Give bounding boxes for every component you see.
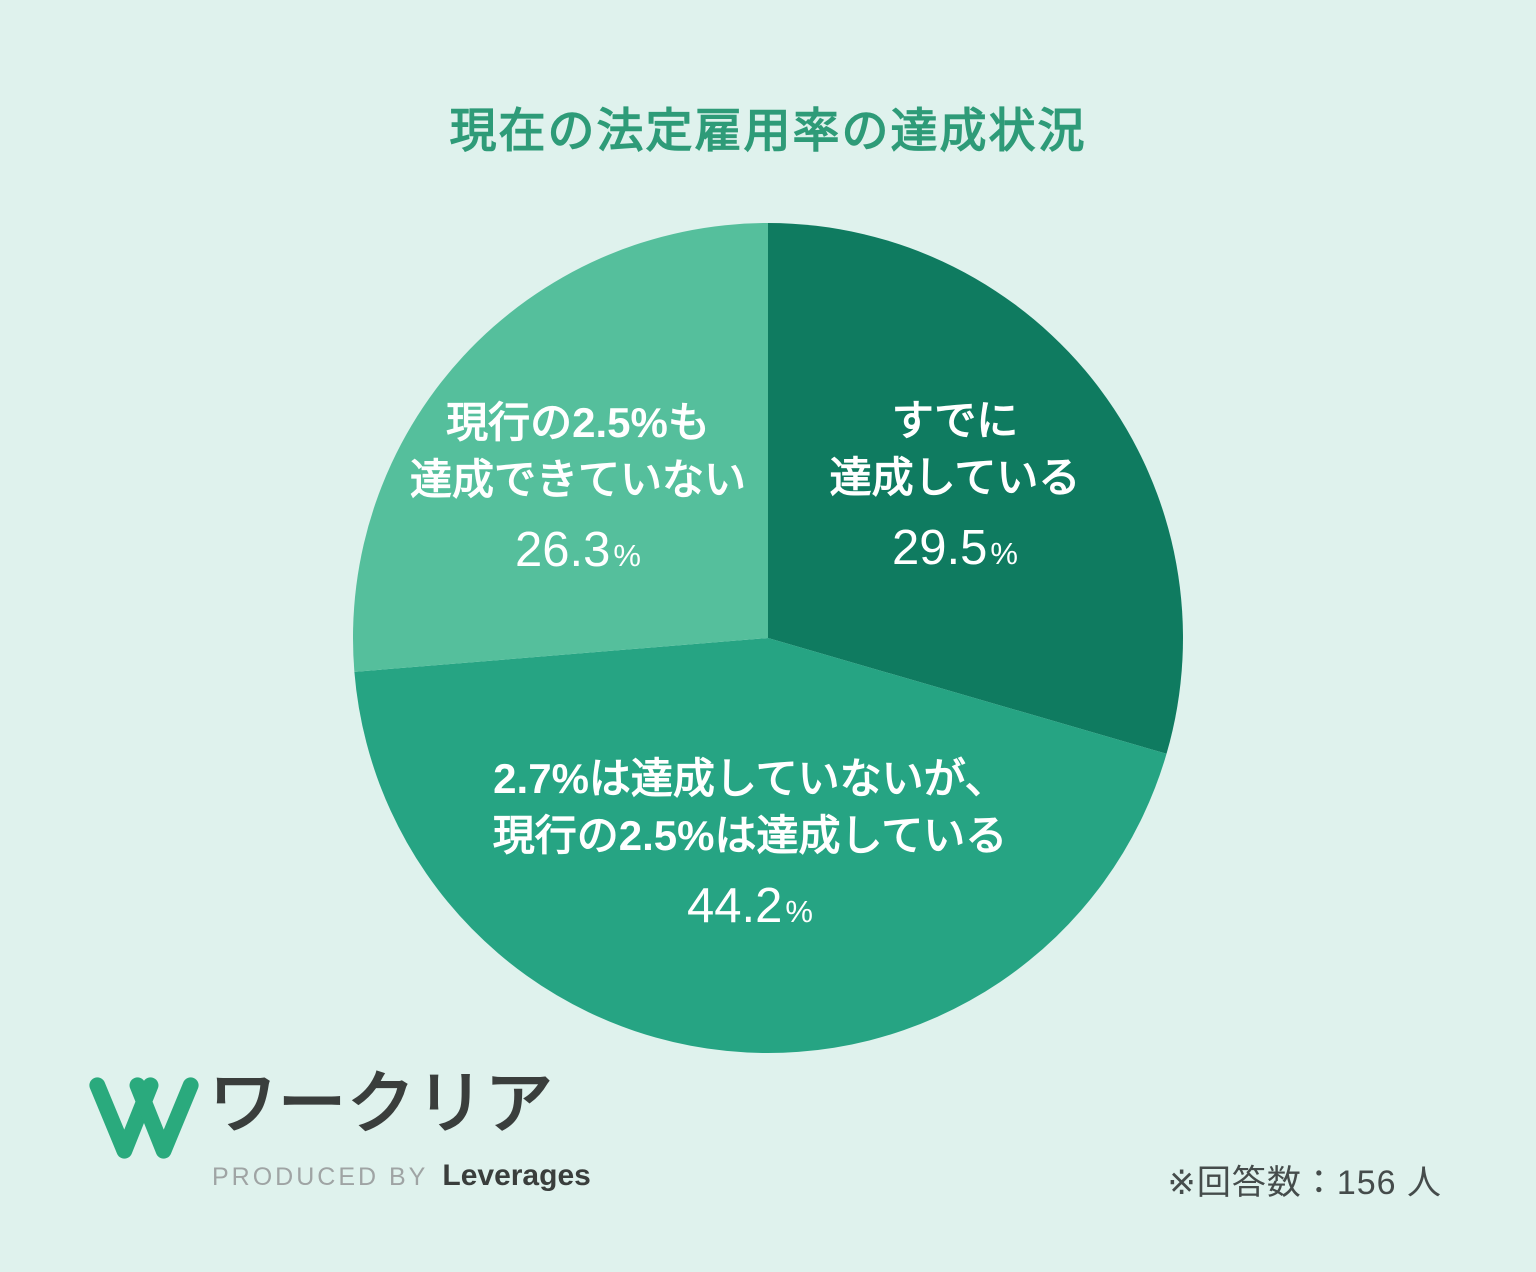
slice-label-text: 2.7%は達成していないが、 <box>493 755 1007 802</box>
percent-sign: % <box>785 894 813 929</box>
respondent-count-note: ※回答数：156 人 <box>1167 1164 1442 1202</box>
slice-label-text: 現行の2.5%も <box>446 399 710 446</box>
produced-by-row: PRODUCED BY Leverages <box>212 1159 591 1193</box>
brand-name: ワークリア <box>209 1066 555 1142</box>
slice-label-text: 達成している <box>829 454 1081 501</box>
slice-label-achieved: すでに 達成している 29.5% <box>830 392 1081 580</box>
chart-title: 現在の法定雇用率の達成状況 <box>449 104 1087 157</box>
workria-logo-icon <box>89 1077 199 1159</box>
slice-value: 29.5% <box>892 521 1018 575</box>
percent-sign: % <box>990 536 1018 571</box>
slice-label-text: 達成できていない <box>409 456 747 503</box>
pie-slice-0 <box>768 223 1183 754</box>
slice-value: 44.2% <box>687 879 813 933</box>
slice-value: 26.3% <box>515 523 641 577</box>
percent-sign: % <box>613 538 641 573</box>
slice-label-text: すでに <box>891 397 1019 444</box>
produced-by-label: PRODUCED BY <box>212 1163 429 1191</box>
pie-slice-1 <box>354 638 1167 1054</box>
pie-slice-2 <box>352 223 768 672</box>
company-name: Leverages <box>442 1159 591 1192</box>
slice-label-partially-achieved: 2.7%は達成していないが、 現行の2.5%は達成している 44.2% <box>493 750 1007 938</box>
slice-label-text: 現行の2.5%は達成している <box>492 812 1008 859</box>
slice-label-not-achieved: 現行の2.5%も 達成できていない 26.3% <box>410 394 746 582</box>
